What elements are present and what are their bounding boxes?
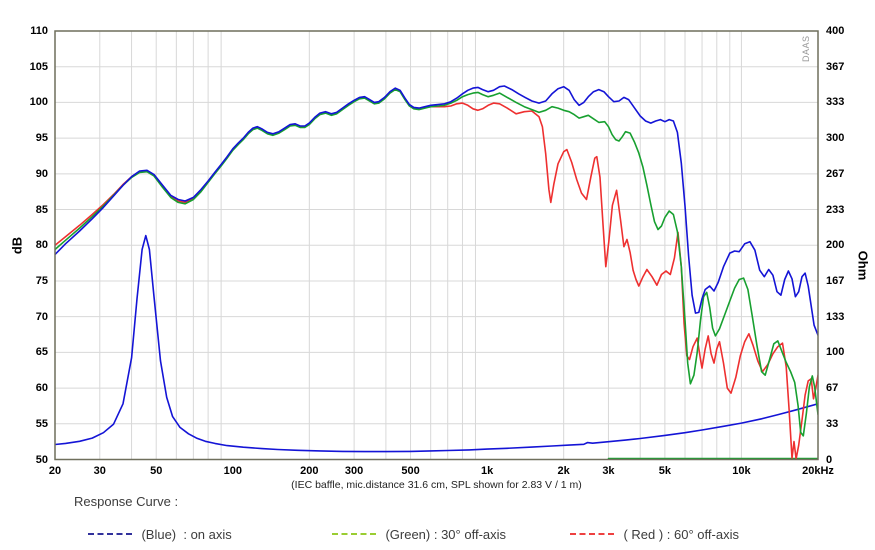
curve-60-off-axis	[55, 88, 818, 460]
red-dash-swatch-icon	[570, 532, 615, 537]
db-tick-label: 70	[35, 310, 48, 323]
db-tick-label: 95	[35, 132, 48, 145]
plot-border	[54, 30, 819, 461]
curve-on-axis	[55, 85, 818, 336]
blue-dash-swatch-icon	[88, 532, 133, 537]
frequency-tick-label: 2k	[557, 465, 570, 477]
db-tick-label: 85	[35, 203, 48, 216]
legend-item-60-off-axis: ( Red ) : 60° off-axis	[556, 512, 739, 550]
frequency-tick-label: 50	[150, 465, 163, 477]
frequency-tick-label: 500	[401, 465, 420, 477]
db-tick-label: 75	[35, 274, 48, 287]
legend-label-60-off-axis: ( Red ) : 60° off-axis	[623, 527, 739, 542]
curve-impedance	[55, 234, 818, 453]
ohm-tick-label: 333	[826, 96, 845, 109]
ohm-tick-label: 67	[826, 382, 839, 395]
db-tick-label: 80	[35, 239, 48, 252]
legend-item-30-off-axis: (Green) : 30° off-axis	[318, 512, 506, 550]
ohm-tick-label: 33	[826, 417, 839, 430]
db-axis-title: dB	[9, 236, 25, 255]
frequency-tick-label: 10k	[732, 465, 751, 477]
legend-title: Response Curve :	[74, 494, 179, 509]
db-tick-label: 90	[35, 167, 48, 180]
ohm-tick-label: 267	[826, 167, 845, 180]
frequency-tick-label: 5k	[658, 465, 671, 477]
db-tick-label: 110	[30, 25, 48, 37]
ohm-tick-label: 200	[826, 239, 845, 252]
frequency-tick-label: 20kHz	[802, 465, 834, 477]
daas-watermark: DAAS	[801, 35, 811, 62]
ohm-tick-label: 400	[826, 25, 845, 37]
db-tick-label: 50	[35, 453, 48, 466]
db-tick-label: 100	[29, 96, 48, 109]
ohm-tick-label: 167	[826, 274, 845, 287]
ohm-tick-label: 233	[826, 203, 845, 216]
frequency-tick-label: 100	[223, 465, 242, 477]
green-dash-swatch-icon	[332, 532, 377, 537]
ohm-tick-label: 100	[826, 346, 845, 359]
ohm-tick-label: 300	[826, 132, 845, 145]
ohm-tick-label: 367	[826, 60, 845, 73]
db-tick-label: 60	[35, 382, 48, 395]
ohm-tick-label: 133	[826, 310, 845, 323]
frequency-tick-label: 20	[48, 465, 62, 477]
ohm-axis-title: Ohm	[855, 250, 871, 281]
frequency-tick-label: 3k	[602, 465, 615, 477]
frequency-tick-label: 30	[93, 465, 106, 477]
curve-30-off-axis	[55, 88, 818, 437]
frequency-tick-label: 300	[344, 465, 364, 477]
db-tick-label: 105	[29, 60, 48, 73]
measurement-caption: (IEC baffle, mic.distance 31.6 cm, SPL s…	[291, 479, 582, 491]
legend-label-30-off-axis: (Green) : 30° off-axis	[385, 527, 507, 542]
legend-label-on-axis: (Blue) : on axis	[141, 527, 232, 542]
ohm-tick-label: 0	[826, 453, 833, 466]
legend-item-on-axis: (Blue) : on axis	[74, 512, 232, 550]
db-tick-label: 65	[35, 346, 48, 359]
db-tick-label: 55	[35, 417, 48, 430]
frequency-tick-label: 1k	[480, 465, 494, 477]
frequency-tick-label: 200	[300, 465, 319, 477]
